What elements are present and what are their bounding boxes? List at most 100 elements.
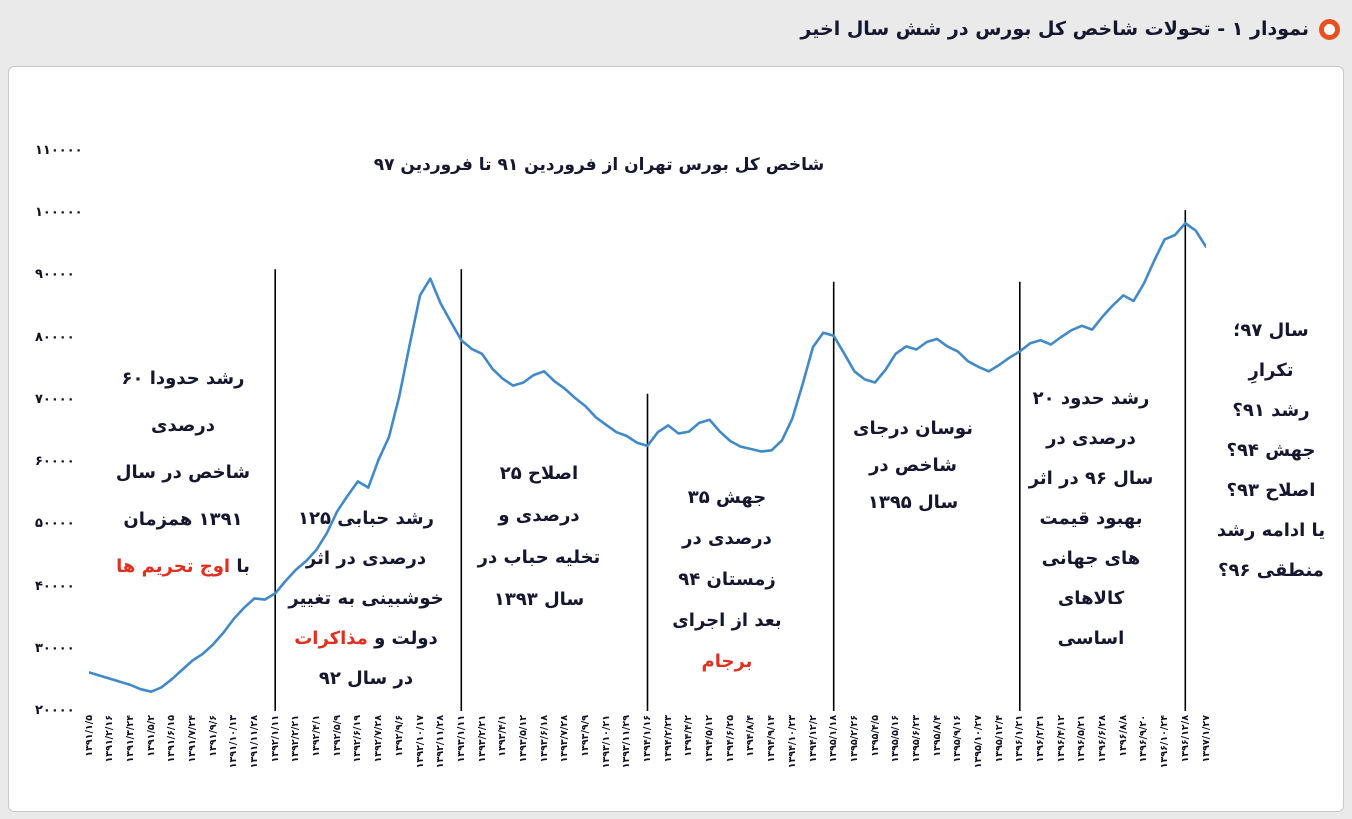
annotation-line: های جهانی — [999, 539, 1184, 579]
annotation-text: رشد حدود ۲۰ — [1032, 388, 1150, 409]
annotation-text: بهبود قیمت — [1039, 508, 1143, 529]
annotation-line: خوشبینی به تغییر — [261, 579, 471, 619]
x-tick-label: ۱۳۹۶/۱/۲۱ — [1014, 715, 1026, 763]
annotation-1397: سال ۹۷؛ تکرارِ رشد ۹۱؟ جهش ۹۴؟ اصلاح ۹۳؟ یا ا… — [1206, 311, 1336, 591]
annotation-line: ۱۳۹۱ همزمان — [83, 496, 283, 543]
x-tick-label: ۱۳۹۳/۱۱/۲۹ — [621, 715, 633, 769]
annotation-line: تخلیه حباب در — [449, 537, 629, 579]
annotation-line: سال ۱۳۹۳ — [449, 579, 629, 621]
annotation-text: سال ۱۳۹۳ — [493, 589, 585, 610]
annotation-line: سال ۱۳۹۵ — [823, 484, 1003, 521]
annotation-line: منطقی ۹۶؟ — [1206, 551, 1336, 591]
x-tick-label: ۱۳۹۲/۷/۲۸ — [373, 715, 385, 763]
x-tick-label: ۱۳۹۵/۵/۱۶ — [890, 715, 902, 763]
x-tick-label: ۱۳۹۲/۱۰/۱۷ — [414, 715, 426, 769]
x-tick-label: ۱۳۹۲/۶/۱۹ — [352, 715, 364, 763]
x-tick-label: ۱۳۹۵/۸/۴ — [931, 715, 943, 757]
annotation-line: درصدی در اثر — [261, 539, 471, 579]
x-tick-label: ۱۳۹۱/۹/۶ — [207, 715, 219, 757]
annotation-line: درصدی در — [642, 518, 812, 559]
index-line — [87, 221, 1208, 694]
annotation-text: جهش ۹۴؟ — [1226, 440, 1316, 461]
annotation-text: منطقی ۹۶؟ — [1218, 560, 1324, 581]
annotation-text: تکرارِ — [1248, 360, 1294, 381]
annotation-text: سال ۱۳۹۵ — [867, 492, 959, 513]
annotation-line: برجام — [642, 641, 812, 682]
highlight-red-text: مذاکرات — [294, 628, 368, 649]
x-tick-label: ۱۳۹۵/۶/۲۳ — [910, 715, 922, 763]
annotation-line: جهش ۳۵ — [642, 477, 812, 518]
x-tick-label: ۱۳۹۲/۴/۱ — [311, 715, 322, 757]
annotation-text: با — [230, 556, 250, 577]
y-tick-label: ۳۰۰۰۰ — [35, 640, 75, 656]
annotation-line: نوسان درجای — [823, 410, 1003, 447]
x-tick-label: ۱۳۹۴/۲/۲۳ — [662, 715, 674, 763]
x-tick-label: ۱۳۹۴/۵/۱۲ — [704, 715, 716, 763]
annotation-text: رشد حبابی ۱۲۵ — [297, 508, 434, 529]
x-tick-label: ۱۳۹۵/۹/۱۶ — [952, 715, 964, 763]
x-tick-label: ۱۳۹۴/۱۲/۲ — [807, 715, 819, 763]
annotation-text: شاخص در سال — [115, 462, 251, 483]
annotation-line: کالاهای — [999, 579, 1184, 619]
annotation-1393: اصلاح ۲۵ درصدی و تخلیه حباب در سال ۱۳۹۳ — [449, 453, 629, 621]
annotation-line: رشد حدود ۲۰ — [999, 379, 1184, 419]
y-tick-label: ۸۰۰۰۰ — [35, 329, 75, 345]
annotation-text: رشد حدودا ۶۰ — [121, 368, 245, 389]
x-tick-label: ۱۳۹۲/۱۱/۲۸ — [435, 715, 447, 769]
x-tick-label: ۱۳۹۲/۵/۹ — [331, 715, 343, 757]
x-tick-label: ۱۳۹۵/۱۲/۴ — [993, 715, 1005, 763]
annotation-line: یا ادامه رشد — [1206, 511, 1336, 551]
x-tick-label: ۱۳۹۶/۲/۳۱ — [1035, 715, 1046, 763]
annotation-text: رشد ۹۱؟ — [1232, 400, 1310, 421]
annotation-line: سال ۹۶ در اثر — [999, 459, 1184, 499]
annotation-line: شاخص در سال — [83, 449, 283, 496]
x-tick-label: ۱۳۹۳/۲/۲۱ — [476, 715, 488, 763]
x-tick-label: ۱۳۹۱/۶/۱۵ — [166, 715, 178, 763]
annotation-line: در سال ۹۲ — [261, 659, 471, 699]
x-tick-label: ۱۳۹۱/۷/۲۴ — [186, 715, 198, 763]
x-tick-label: ۱۳۹۶/۱۰/۲۴ — [1159, 715, 1171, 769]
annotation-text: در سال ۹۲ — [318, 668, 414, 689]
x-tick-label: ۱۳۹۳/۵/۱۲ — [517, 715, 529, 763]
annotation-line: تکرارِ — [1206, 351, 1336, 391]
annotation-1395: نوسان درجای شاخص در سال ۱۳۹۵ — [823, 410, 1003, 521]
annotation-text: های جهانی — [1041, 548, 1141, 569]
annotation-text: شاخص در — [869, 455, 957, 476]
annotation-text: دولت و — [367, 628, 438, 649]
y-tick-label: ۶۰۰۰۰ — [35, 454, 75, 470]
y-tick-label: ۱۰۰۰۰۰ — [35, 205, 83, 221]
annotation-text: کالاهای — [1057, 588, 1125, 609]
annotation-line: جهش ۹۴؟ — [1206, 431, 1336, 471]
x-tick-label: ۱۳۹۴/۹/۱۴ — [766, 715, 778, 763]
annotation-text: تخلیه حباب در — [477, 547, 601, 568]
annotation-line: رشد حدودا ۶۰ — [83, 355, 283, 402]
highlight-red-text: اوج تحریم ها — [116, 556, 231, 577]
x-tick-label: ۱۳۹۲/۹/۶ — [393, 715, 405, 757]
annotation-text: سال ۹۶ در اثر — [1028, 468, 1154, 489]
annotation-text: جهش ۳۵ — [687, 487, 767, 508]
y-tick-label: ۹۰۰۰۰ — [35, 267, 75, 283]
x-tick-label: ۱۳۹۳/۴/۱ — [497, 715, 509, 757]
x-tick-label: ۱۳۹۶/۹/۲۰ — [1138, 715, 1150, 763]
annotation-line: رشد ۹۱؟ — [1206, 391, 1336, 431]
x-tick-label: ۱۳۹۲/۱/۱۱ — [269, 715, 281, 763]
annotation-1392: رشد حبابی ۱۲۵ درصدی در اثر خوشبینی به تغیی… — [261, 499, 471, 699]
annotation-text: سال ۹۷؛ — [1233, 320, 1309, 341]
x-tick-label: ۱۳۹۵/۴/۵ — [869, 715, 881, 757]
annotation-text: نوسان درجای — [853, 418, 973, 439]
annotation-line: رشد حبابی ۱۲۵ — [261, 499, 471, 539]
x-tick-label: ۱۳۹۱/۲/۱۶ — [104, 715, 116, 763]
annotation-line: بهبود قیمت — [999, 499, 1184, 539]
highlight-red-text: برجام — [701, 651, 753, 672]
x-tick-label: ۱۳۹۴/۸/۴ — [745, 715, 757, 757]
annotation-1396: رشد حدود ۲۰ درصدی در سال ۹۶ در اثر بهبود قی… — [999, 379, 1184, 659]
annotation-text: درصدی در اثر — [305, 548, 427, 569]
annotation-text: ۱۳۹۱ همزمان — [123, 509, 243, 530]
y-tick-label: ۱۱۰۰۰۰ — [35, 143, 83, 158]
annotation-line: با اوج تحریم ها — [83, 543, 283, 590]
page-title: نمودار ۱ - تحولات شاخص کل بورس در شش سال… — [800, 18, 1309, 40]
x-tick-label: ۱۳۹۵/۱۰/۲۷ — [973, 715, 984, 769]
y-tick-label: ۷۰۰۰۰ — [35, 391, 75, 407]
x-tick-label: ۱۳۹۶/۵/۲۱ — [1076, 715, 1088, 763]
x-tick-label: ۱۳۹۲/۲/۲۱ — [290, 715, 302, 763]
